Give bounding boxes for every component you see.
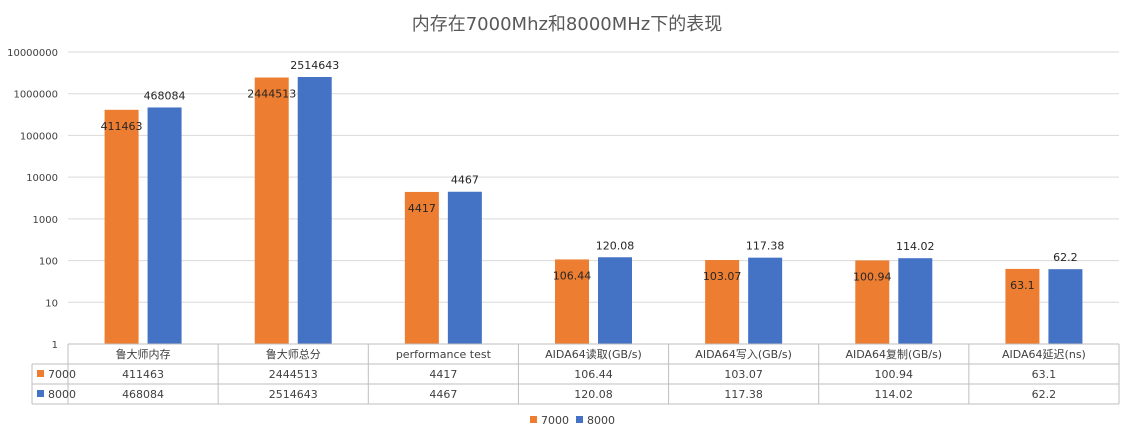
bar-8000 [147,107,182,344]
bar-7000 [705,260,740,344]
bars [104,77,1083,344]
category-label: AIDA64复制(GB/s) [845,347,942,361]
category-label: 鲁大师总分 [266,347,321,361]
table-cell: 100.94 [875,368,914,381]
y-tick-label: 100 [39,257,58,268]
bar-8000 [748,257,783,344]
legend-swatch-8000 [576,416,583,423]
y-tick-label: 1000 [33,215,58,226]
table-cell: 4417 [429,368,457,381]
table-cell: 117.38 [724,388,763,401]
data-label: 100.94 [853,270,892,283]
table-series-name: 8000 [48,388,76,401]
data-labels: 411463 468084 2444513 2514643 4417 4467 106.44… [101,59,1078,292]
table-cell: 106.44 [574,368,613,381]
bar-8000 [898,258,933,344]
data-label: 62.2 [1053,251,1078,264]
table-cell: 4467 [429,388,457,401]
data-label: 2444513 [247,88,296,101]
table-cell: 468084 [122,388,164,401]
bar-8000 [1048,269,1083,344]
table-cell: 411463 [122,368,164,381]
category-label: 鲁大师内存 [116,347,171,361]
table-cell: 63.1 [1032,368,1057,381]
bar-7000 [254,77,289,344]
table-swatch-8000 [37,390,44,397]
data-label: 4467 [451,174,479,187]
table-cell: 2514643 [269,388,318,401]
y-tick-label: 1000000 [13,90,58,101]
gridlines [68,51,1119,345]
data-label: 4417 [408,202,436,215]
bar-7000 [1005,268,1040,344]
table-swatch-7000 [37,370,44,377]
y-tick-label: 10000000 [7,48,58,59]
bar-7000 [555,259,589,344]
data-label: 114.02 [896,240,935,253]
data-label: 103.07 [703,270,742,283]
bar-8000 [598,257,632,344]
data-label: 2514643 [290,59,339,72]
category-label: AIDA64写入(GB/s) [695,348,792,361]
data-label: 120.08 [596,239,635,252]
data-label: 117.38 [746,240,785,253]
y-tick-label: 1 [52,340,58,351]
y-axis-ticks: 1 10 100 1000 10000 100000 1000000 10000000 [7,48,58,351]
y-tick-label: 10000 [26,173,58,184]
legend-swatch-7000 [530,416,537,423]
table-cell: 114.02 [875,388,914,401]
bar-7000 [404,191,439,344]
chart-title: 内存在7000Mhz和8000MHz下的表现 [412,14,723,35]
bar-7000 [104,109,139,344]
category-label: AIDA64延迟(ns) [1002,348,1086,361]
bar-8000 [447,191,482,344]
table-cell: 103.07 [724,368,763,381]
data-table: 鲁大师内存 鲁大师总分 performance test AIDA64读取(GB/s)… [31,343,1120,405]
data-label: 63.1 [1010,279,1035,292]
table-series-name: 7000 [48,368,76,381]
data-label: 468084 [144,89,186,102]
category-label: AIDA64读取(GB/s) [545,347,642,361]
data-label: 106.44 [553,269,592,282]
legend-label: 7000 [541,414,569,427]
data-label: 411463 [101,120,143,133]
legend: 7000 8000 [530,414,615,427]
bar-8000 [297,77,332,344]
y-tick-label: 10 [45,298,58,309]
table-cell: 62.2 [1032,388,1057,401]
table-cell: 120.08 [574,388,613,401]
legend-label: 8000 [587,414,615,427]
y-tick-label: 100000 [20,131,58,142]
table-cell: 2444513 [269,368,318,381]
category-label: performance test [396,348,492,361]
bar-7000 [855,260,890,344]
